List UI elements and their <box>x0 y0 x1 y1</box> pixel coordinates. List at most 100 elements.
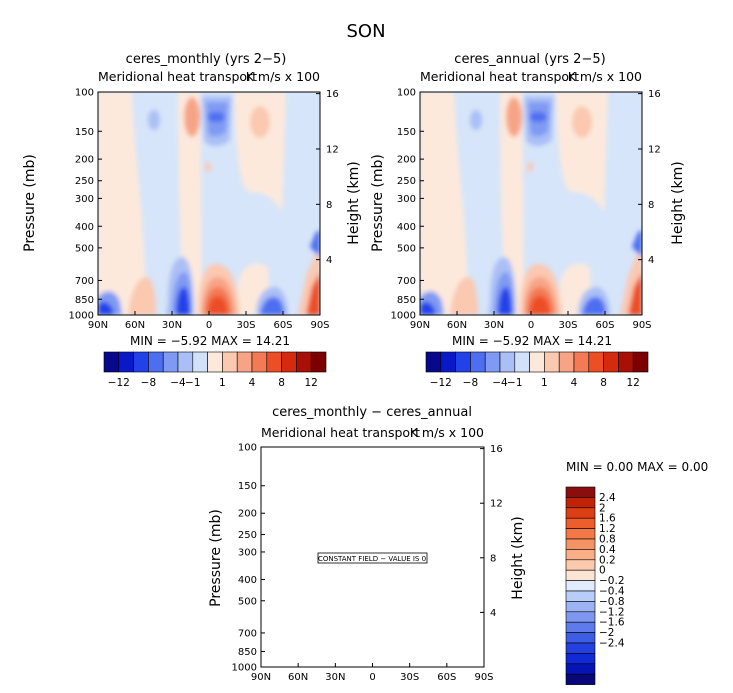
y-tick-label: 250 <box>75 176 94 187</box>
y-tick-label: 400 <box>397 222 416 233</box>
y-axis-label-right: Height (km) <box>510 516 526 599</box>
min-max-stats: MIN = −5.92 MAX = 14.21 <box>130 334 290 348</box>
colorbar-swatch <box>425 351 442 373</box>
y-tick-label: 700 <box>238 628 257 639</box>
colorbar-label: −0.2 <box>599 575 625 587</box>
colorbar-label: −2 <box>599 627 614 639</box>
panel-subtitle-left: Meridional heat transport <box>261 425 420 440</box>
x-tick-label: 60S <box>437 672 456 683</box>
x-tick-label: 30N <box>162 320 182 331</box>
panel-title: ceres_monthly − ceres_annual <box>272 405 472 420</box>
y-right-tick-label: 12 <box>490 499 503 510</box>
colorbar-swatch <box>529 351 545 373</box>
x-tick-label: 90S <box>474 672 493 683</box>
constant-field-annotation: CONSTANT FIELD − VALUE IS 0 <box>318 555 426 563</box>
y-tick-label: 700 <box>397 276 416 287</box>
colorbar-swatch <box>565 663 596 675</box>
colorbar-swatch <box>310 351 327 373</box>
colorbar-label: −0.4 <box>599 586 625 598</box>
y-tick-label: 850 <box>238 647 257 658</box>
y-tick-label: 700 <box>75 276 94 287</box>
x-tick-label: 90N <box>251 672 271 683</box>
colorbar-label: −12 <box>430 377 452 389</box>
y-axis-left: 100 150 200 250 300 400 500 700 850 1000 <box>69 88 102 322</box>
colorbar-swatch <box>544 351 560 373</box>
y-tick-label: 100 <box>397 88 416 99</box>
y-tick-label: 500 <box>75 243 94 254</box>
colorbar-swatch <box>573 351 590 373</box>
colorbar-swatch <box>565 528 596 540</box>
colorbar-swatch <box>632 351 649 373</box>
x-axis: 90N 60N 30N 0 30S 60S 90S <box>88 311 330 331</box>
y-tick-label: 100 <box>75 88 94 99</box>
colorbar-swatch <box>222 351 238 373</box>
x-tick-label: 60N <box>288 672 308 683</box>
colorbar-swatch <box>618 351 634 373</box>
colorbar-swatch <box>296 351 312 373</box>
y-tick-label: 1000 <box>69 311 94 322</box>
y-axis-label-right: Height (km) <box>346 161 362 244</box>
x-tick-label: 30S <box>236 320 255 331</box>
y-axis-right: 16 12 8 4 <box>316 89 339 266</box>
colorbar-swatch <box>266 351 282 373</box>
y-tick-label: 1000 <box>391 311 416 322</box>
colorbar: −12 −8 −4 −1 1 4 8 12 <box>103 351 327 389</box>
y-tick-label: 100 <box>238 443 257 454</box>
min-max-stats: MIN = −5.92 MAX = 14.21 <box>452 334 612 348</box>
colorbar-swatch <box>565 517 596 529</box>
y-axis-left: 100 150 200 250 300 400 500 700 850 1000 <box>391 88 424 322</box>
panel-title: ceres_monthly (yrs 2−5) <box>126 52 287 67</box>
y-axis-label: Pressure (mb) <box>370 154 386 252</box>
x-tick-label: 0 <box>369 672 375 683</box>
y-right-tick-label: 16 <box>648 89 661 100</box>
panel-subtitle-left: Meridional heat transport <box>420 69 579 84</box>
y-tick-label: 150 <box>75 127 94 138</box>
colorbar-label: 2.4 <box>599 492 616 504</box>
colorbar-label: 1.6 <box>599 513 616 525</box>
colorbar-label: −4 <box>492 377 508 389</box>
colorbar-swatch <box>565 486 596 498</box>
y-right-tick-label: 4 <box>326 255 332 266</box>
x-tick-label: 90S <box>310 320 329 331</box>
colorbar-label: 8 <box>600 377 607 389</box>
colorbar: −12 −8 −4 −1 1 4 8 12 <box>425 351 649 389</box>
y-right-tick-label: 16 <box>326 89 339 100</box>
y-tick-label: 500 <box>397 243 416 254</box>
x-tick-label: 60S <box>595 320 614 331</box>
colorbar-swatch <box>565 590 596 602</box>
colorbar-swatch <box>162 351 179 373</box>
colorbar-swatch <box>603 351 619 373</box>
colorbar-label: −2.4 <box>599 638 625 650</box>
colorbar-label: −1 <box>185 377 200 389</box>
colorbar-label: 0 <box>599 565 606 577</box>
y-tick-label: 850 <box>397 295 416 306</box>
colorbar-swatch <box>192 351 208 373</box>
x-tick-label: 90N <box>410 320 430 331</box>
y-right-tick-label: 8 <box>648 200 654 211</box>
colorbar-label: 4 <box>249 377 256 389</box>
x-axis: 90N 60N 30N 0 30S 60S 90S <box>410 311 652 331</box>
x-tick-label: 0 <box>528 320 534 331</box>
colorbar-swatch <box>565 632 596 644</box>
x-tick-label: 90S <box>632 320 651 331</box>
y-axis-right: 16 12 8 4 <box>638 89 661 266</box>
y-tick-label: 300 <box>397 194 416 205</box>
panel-subtitle-left: Meridional heat transport <box>98 69 257 84</box>
colorbar-swatch <box>118 351 134 373</box>
colorbar-swatch <box>281 351 297 373</box>
annotation-box <box>317 552 428 564</box>
panel-monthly: ceres_monthly (yrs 2−5) Meridional heat … <box>22 52 362 389</box>
y-axis-label: Pressure (mb) <box>208 509 224 607</box>
x-tick-label: 30N <box>484 320 504 331</box>
colorbar-label: −12 <box>108 377 130 389</box>
colorbar-label: −8 <box>463 377 478 389</box>
colorbar-label: 4 <box>571 377 578 389</box>
colorbar-swatch <box>177 351 194 373</box>
panel-subtitle-right: K m/s x 100 <box>410 425 484 440</box>
colorbar-swatch <box>470 351 486 373</box>
y-axis-label: Pressure (mb) <box>22 154 38 252</box>
colorbar-label: 1.2 <box>599 523 616 535</box>
x-tick-label: 60S <box>273 320 292 331</box>
y-right-tick-label: 4 <box>648 255 654 266</box>
colorbar-label: 0.4 <box>599 544 616 556</box>
